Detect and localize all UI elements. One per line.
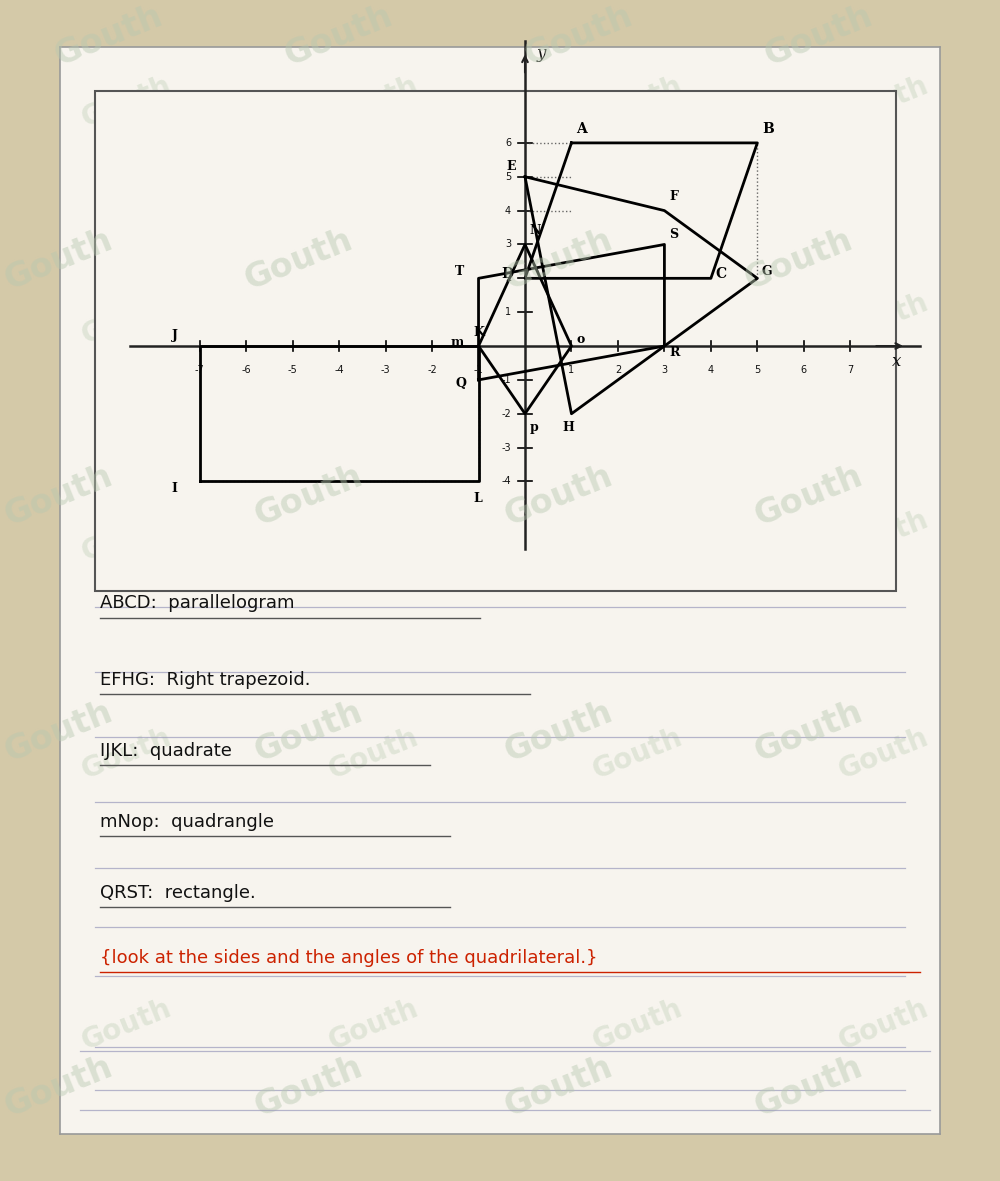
Text: Gouth: Gouth xyxy=(750,1050,868,1123)
Text: D: D xyxy=(502,267,514,281)
Text: T: T xyxy=(455,265,465,278)
Text: K: K xyxy=(474,326,485,339)
Text: 3: 3 xyxy=(661,365,667,374)
Text: G: G xyxy=(762,265,773,278)
Text: 1: 1 xyxy=(568,365,575,374)
Text: Gouth: Gouth xyxy=(0,459,118,533)
Text: Gouth: Gouth xyxy=(834,71,933,132)
Text: 5: 5 xyxy=(754,365,760,374)
Text: -4: -4 xyxy=(501,476,511,487)
Text: Gouth: Gouth xyxy=(324,71,422,132)
Text: Gouth: Gouth xyxy=(750,459,868,533)
Text: 5: 5 xyxy=(505,171,511,182)
Text: Gouth: Gouth xyxy=(324,288,422,350)
Text: Gouth: Gouth xyxy=(520,0,638,72)
Text: -2: -2 xyxy=(501,409,511,419)
Text: A: A xyxy=(576,122,587,136)
Text: -4: -4 xyxy=(334,365,344,374)
Text: Q: Q xyxy=(455,377,466,390)
Text: -5: -5 xyxy=(288,365,298,374)
Text: Gouth: Gouth xyxy=(240,223,358,296)
Text: 6: 6 xyxy=(801,365,807,374)
Text: -2: -2 xyxy=(427,365,437,374)
Text: L: L xyxy=(474,491,483,504)
Text: -1: -1 xyxy=(501,374,511,385)
Text: C: C xyxy=(716,267,727,281)
Text: E: E xyxy=(506,159,516,172)
Text: S: S xyxy=(669,228,678,241)
Text: Gouth: Gouth xyxy=(588,994,686,1056)
Text: Gouth: Gouth xyxy=(250,696,368,769)
Text: Gouth: Gouth xyxy=(78,71,176,132)
Text: -3: -3 xyxy=(381,365,390,374)
Text: Gouth: Gouth xyxy=(834,505,933,567)
Text: Gouth: Gouth xyxy=(78,505,176,567)
Text: 7: 7 xyxy=(847,365,853,374)
Text: Gouth: Gouth xyxy=(250,459,368,533)
Text: B: B xyxy=(762,122,774,136)
FancyBboxPatch shape xyxy=(95,91,896,590)
Text: {look at the sides and the angles of the quadrilateral.}: {look at the sides and the angles of the… xyxy=(100,948,598,966)
Text: Gouth: Gouth xyxy=(500,223,618,296)
Text: Gouth: Gouth xyxy=(740,223,858,296)
Text: Gouth: Gouth xyxy=(78,288,176,350)
Text: 4: 4 xyxy=(708,365,714,374)
Text: Gouth: Gouth xyxy=(588,71,686,132)
Text: x: x xyxy=(892,353,901,371)
Text: Gouth: Gouth xyxy=(324,505,422,567)
Text: Gouth: Gouth xyxy=(588,505,686,567)
Text: N: N xyxy=(530,224,541,237)
Text: Gouth: Gouth xyxy=(750,696,868,769)
Text: QRST:  rectangle.: QRST: rectangle. xyxy=(100,883,256,901)
Text: Gouth: Gouth xyxy=(500,459,618,533)
Text: Gouth: Gouth xyxy=(834,288,933,350)
Text: Gouth: Gouth xyxy=(78,994,176,1056)
Text: Gouth: Gouth xyxy=(78,723,176,784)
Text: H: H xyxy=(562,420,574,433)
Text: Gouth: Gouth xyxy=(250,1050,368,1123)
Text: o: o xyxy=(576,333,584,346)
Text: 4: 4 xyxy=(505,205,511,216)
Text: 3: 3 xyxy=(505,240,511,249)
Text: -7: -7 xyxy=(195,365,205,374)
Text: Gouth: Gouth xyxy=(760,0,878,72)
Text: 6: 6 xyxy=(505,138,511,148)
Text: I: I xyxy=(172,482,178,495)
Text: Gouth: Gouth xyxy=(324,994,422,1056)
Text: Gouth: Gouth xyxy=(0,696,118,769)
Text: Gouth: Gouth xyxy=(834,723,933,784)
Text: EFHG:  Right trapezoid.: EFHG: Right trapezoid. xyxy=(100,671,310,689)
Text: Gouth: Gouth xyxy=(50,0,168,72)
Text: ABCD:  parallelogram: ABCD: parallelogram xyxy=(100,594,294,612)
Text: 2: 2 xyxy=(505,273,511,283)
Text: y: y xyxy=(537,45,546,63)
Text: Gouth: Gouth xyxy=(588,723,686,784)
Text: F: F xyxy=(669,190,678,203)
Text: Gouth: Gouth xyxy=(500,696,618,769)
Text: IJKL:  quadrate: IJKL: quadrate xyxy=(100,742,232,759)
Text: m: m xyxy=(451,337,464,350)
Text: Gouth: Gouth xyxy=(834,994,933,1056)
Text: Gouth: Gouth xyxy=(0,223,118,296)
Text: Gouth: Gouth xyxy=(280,0,398,72)
Text: mNop:  quadrangle: mNop: quadrangle xyxy=(100,813,274,830)
Text: p: p xyxy=(530,420,538,433)
Text: Gouth: Gouth xyxy=(0,1050,118,1123)
Text: 1: 1 xyxy=(505,307,511,318)
Text: -3: -3 xyxy=(501,443,511,452)
Text: 2: 2 xyxy=(615,365,621,374)
Text: R: R xyxy=(669,346,679,359)
Text: Gouth: Gouth xyxy=(588,288,686,350)
Text: J: J xyxy=(172,329,178,342)
Text: -1: -1 xyxy=(474,365,483,374)
Text: Gouth: Gouth xyxy=(324,723,422,784)
Text: -6: -6 xyxy=(241,365,251,374)
Text: Gouth: Gouth xyxy=(500,1050,618,1123)
